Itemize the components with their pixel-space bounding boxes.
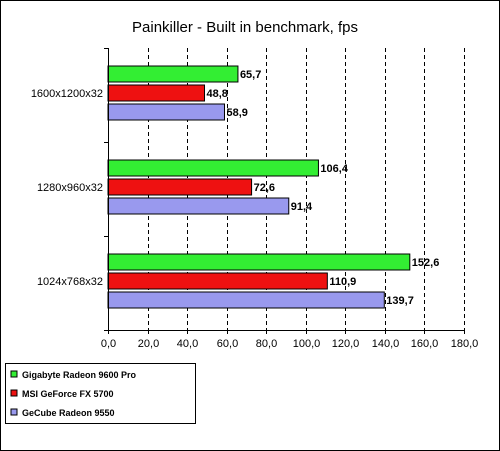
- bar: [107, 178, 253, 196]
- bar: [107, 253, 411, 271]
- bar: [107, 103, 225, 121]
- legend-box: [5, 363, 196, 424]
- tick-label: 160,0: [411, 338, 439, 350]
- data-label: 106,4: [320, 163, 348, 175]
- tick-label: 180,0: [451, 338, 479, 350]
- tick-label: 80,0: [256, 338, 277, 350]
- data-label: 139,7: [386, 295, 414, 307]
- category-label: 1600x1200x32: [31, 88, 103, 100]
- chart-title: Painkiller - Built in benchmark, fps: [132, 19, 358, 36]
- data-label: 152,6: [412, 257, 440, 269]
- bar: [107, 159, 319, 177]
- bar: [107, 65, 239, 83]
- legend-swatch: [10, 389, 18, 397]
- tick-label: 40,0: [177, 338, 198, 350]
- tick-label: 20,0: [138, 338, 159, 350]
- legend-label: GeCube Radeon 9550: [22, 408, 115, 418]
- tick-label: 140,0: [372, 338, 400, 350]
- bar: [107, 291, 385, 309]
- data-label: 72,6: [254, 182, 275, 194]
- data-label: 65,7: [240, 69, 261, 81]
- tick-label: 100,0: [293, 338, 321, 350]
- legend-swatch: [10, 408, 18, 416]
- legend-swatch: [10, 370, 18, 378]
- bar: [107, 84, 206, 102]
- category-label: 1024x768x32: [37, 276, 103, 288]
- category-label: 1280x960x32: [37, 182, 103, 194]
- data-label: 110,9: [329, 276, 356, 288]
- bar: [107, 197, 290, 215]
- data-label: 91,4: [291, 201, 313, 213]
- tick-label: 60,0: [217, 338, 238, 350]
- bars-layer: 65,7 48,8 58,9 106,4 72,6 91,4 152,6 110,9 139,7: [107, 65, 440, 309]
- legend-label: MSI GeForce FX 5700: [22, 389, 114, 399]
- legend-label: Gigabyte Radeon 9600 Pro: [22, 370, 137, 380]
- axis-layer: 1600x1200x32 1280x960x32 1024x768x32 0,0 20,…: [31, 48, 478, 350]
- data-label: 48,8: [207, 88, 228, 100]
- bar: [107, 272, 328, 290]
- tick-label: 120,0: [332, 338, 360, 350]
- tick-label: 0,0: [101, 338, 116, 350]
- data-label: 58,9: [226, 107, 247, 119]
- legend: Gigabyte Radeon 9600 Pro MSI GeForce FX 5…: [5, 363, 196, 424]
